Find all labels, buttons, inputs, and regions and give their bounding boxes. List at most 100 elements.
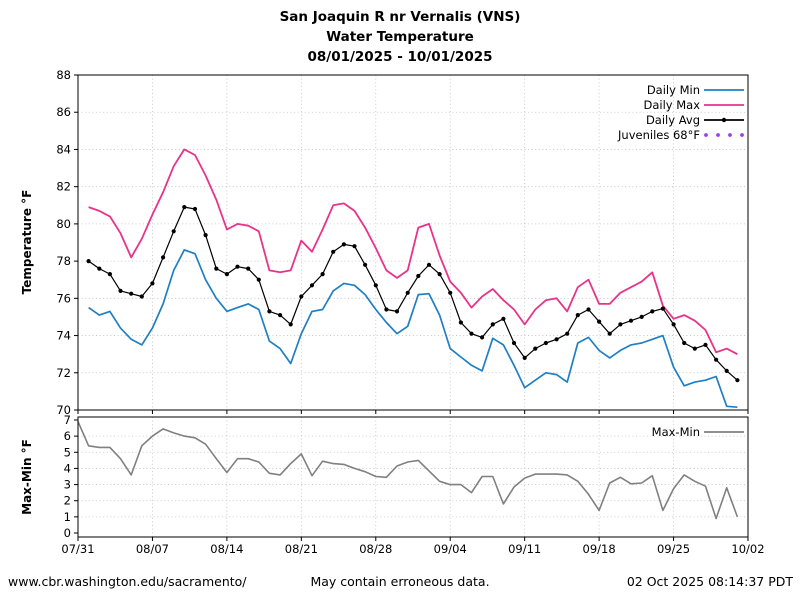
y-tick-label: 84 (56, 142, 71, 156)
daily-avg-marker (118, 288, 123, 293)
daily-avg-marker (692, 346, 697, 351)
daily-avg-marker (607, 331, 612, 336)
daily-avg-marker (639, 314, 644, 319)
daily-avg-marker (469, 331, 474, 336)
daily-avg-marker (671, 322, 676, 327)
daily-avg-marker (554, 337, 559, 342)
daily-avg-marker (341, 242, 346, 247)
daily-avg-marker (299, 294, 304, 299)
x-tick-label: 08/14 (210, 542, 243, 556)
daily-avg-marker (288, 322, 293, 327)
daily-avg-marker (501, 316, 506, 321)
daily-avg-marker (511, 340, 517, 346)
daily-avg-marker (107, 272, 112, 277)
y-tick-label: 70 (56, 403, 71, 417)
daily-avg-marker (448, 290, 453, 295)
legend-dotted-sample (740, 133, 744, 137)
y-tick-label: 74 (56, 329, 71, 343)
daily-avg-marker (214, 266, 219, 271)
y-tick-label: 88 (56, 68, 71, 82)
chart-title-station: San Joaquin R nr Vernalis (VNS) (280, 9, 521, 25)
daily-min-line (88, 249, 738, 409)
chart-title-daterange: 08/01/2025 - 10/01/2025 (307, 49, 492, 65)
legend-dotted-sample (728, 133, 732, 137)
max-min-line (77, 421, 739, 520)
daily-avg-marker (522, 355, 527, 360)
x-tick-label: 08/21 (285, 542, 318, 556)
daily-avg-marker (97, 266, 102, 271)
ticks: 0 1 2 3 4 5 6 7 (64, 413, 749, 541)
x-tick-label: 08/28 (359, 542, 392, 556)
gridlines (78, 75, 748, 410)
legend: Max-Min (652, 425, 744, 439)
daily-avg-marker (490, 322, 495, 327)
legend-marker-sample (721, 117, 727, 123)
daily-avg-marker (426, 262, 432, 267)
daily-avg-marker (703, 342, 708, 347)
daily-avg-marker (416, 273, 421, 279)
y-tick-label: 80 (56, 217, 71, 231)
y-tick-label: 78 (56, 254, 71, 268)
footer-disclaimer: May contain erroneous data. (310, 574, 489, 589)
daily-avg-marker (235, 264, 240, 269)
legend-label-daily-avg: Daily Avg (646, 113, 700, 127)
daily-avg-marker (192, 206, 198, 212)
daily-avg-marker (458, 320, 463, 325)
daily-avg-marker (161, 255, 166, 260)
daily-avg-marker (256, 277, 261, 282)
x-tick-label: 10/02 (731, 542, 764, 556)
y-tick-label: 0 (64, 526, 71, 540)
panel-border (77, 416, 749, 538)
legend-label-daily-min: Daily Min (647, 83, 700, 97)
footer-timestamp: 02 Oct 2025 08:14:37 PDT (627, 574, 794, 589)
y-tick-label: 3 (64, 478, 71, 492)
daily-avg-marker (714, 357, 719, 362)
daily-avg-marker (384, 307, 389, 312)
daily-avg-marker (394, 309, 400, 314)
daily-avg-marker (724, 368, 729, 373)
daily-avg-marker (309, 283, 315, 288)
daily-avg-marker (139, 294, 144, 299)
x-axis-date-labels: 07/31 08/07 08/14 08/21 08/28 09/04 09/11 09/18… (61, 542, 764, 556)
y-tick-label: 4 (64, 461, 71, 475)
y-axis-label-maxmin: Max-Min °F (20, 439, 34, 515)
legend-label-max-min: Max-Min (652, 425, 700, 439)
daily-avg-marker (533, 346, 538, 351)
y-axis-label-temperature: Temperature °F (20, 190, 34, 295)
daily-avg-markers (86, 205, 740, 383)
legend-label-juveniles-68-f: Juveniles 68°F (617, 128, 700, 142)
daily-avg-marker (575, 313, 580, 318)
daily-avg-marker (246, 266, 251, 271)
daily-avg-marker (480, 335, 485, 340)
daily-avg-marker (129, 291, 134, 296)
y-tick-label: 7 (64, 413, 71, 427)
y-tick-label: 5 (64, 445, 71, 459)
daily-avg-marker (363, 262, 368, 267)
daily-avg-marker (331, 249, 336, 254)
y-tick-label: 2 (64, 494, 71, 508)
x-tick-label: 09/25 (657, 542, 690, 556)
daily-avg-marker (437, 272, 442, 277)
daily-avg-marker (267, 309, 272, 314)
panel-border (77, 74, 749, 411)
daily-avg-marker (352, 244, 357, 249)
daily-avg-marker (373, 283, 378, 288)
x-tick-label: 09/04 (434, 542, 467, 556)
daily-avg-marker (86, 259, 91, 264)
daily-avg-marker (682, 340, 687, 346)
daily-avg-marker (628, 318, 634, 323)
daily-avg-marker (171, 229, 176, 234)
maxmin-chart-panel: 0 1 2 3 4 5 6 7 Max-Min 07/31 08/07 08/14 08/21 08/28… (61, 413, 764, 556)
daily-avg-marker (150, 281, 155, 286)
daily-avg-marker (650, 309, 655, 314)
ticks: 70 72 74 76 78 80 82 84 86 88 (56, 68, 749, 417)
y-tick-label: 6 (64, 429, 71, 443)
daily-avg-marker (278, 313, 283, 318)
daily-avg-marker (660, 306, 666, 311)
daily-avg-marker (543, 340, 549, 346)
x-tick-label: 08/07 (136, 542, 169, 556)
daily-avg-marker (597, 319, 602, 324)
daily-avg-marker (565, 331, 570, 336)
